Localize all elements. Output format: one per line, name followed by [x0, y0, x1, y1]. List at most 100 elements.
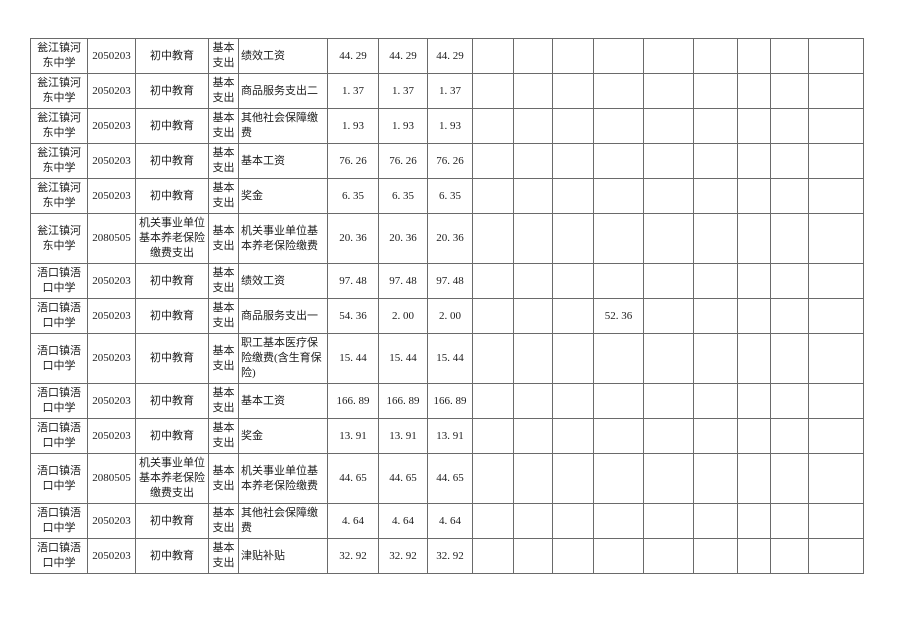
cell-school: 瓮江镇河东中学: [30, 73, 88, 109]
cell-item: 绩效工资: [238, 38, 328, 74]
cell-empty: [643, 333, 694, 384]
cell-empty: [472, 38, 514, 74]
cell-empty: [808, 263, 864, 299]
cell-amount: 166. 89: [427, 383, 473, 419]
cell-empty: [737, 503, 771, 539]
cell-empty: [770, 73, 809, 109]
cell-empty: [693, 143, 738, 179]
cell-empty: [808, 503, 864, 539]
cell-empty: [693, 298, 738, 334]
cell-empty: [552, 333, 594, 384]
cell-item: 商品服务支出一: [238, 298, 328, 334]
cell-amount: 44. 29: [327, 38, 379, 74]
cell-budget-type: 基本支出: [208, 503, 239, 539]
cell-empty: [552, 298, 594, 334]
cell-empty: [472, 538, 514, 574]
cell-empty: [643, 38, 694, 74]
cell-empty: [808, 418, 864, 454]
cell-empty: [472, 213, 514, 264]
cell-empty: [472, 298, 514, 334]
cell-empty: [808, 453, 864, 504]
cell-function-code: 2050203: [87, 538, 136, 574]
cell-amount: 32. 92: [378, 538, 428, 574]
cell-empty: [737, 453, 771, 504]
cell-function-code: 2080505: [87, 213, 136, 264]
cell-amount: 4. 64: [378, 503, 428, 539]
cell-empty: [643, 143, 694, 179]
cell-school: 浯口镇浯口中学: [30, 503, 88, 539]
table-row: 瓮江镇河东中学 2050203 初中教育 基本支出 其他社会保障缴费 1. 93 1. 93…: [30, 108, 864, 144]
cell-function-category: 初中教育: [135, 263, 209, 299]
cell-school: 浯口镇浯口中学: [30, 263, 88, 299]
cell-amount: 20. 36: [427, 213, 473, 264]
cell-empty: [737, 538, 771, 574]
cell-empty: [552, 38, 594, 74]
cell-empty: [693, 108, 738, 144]
cell-amount: 4. 64: [427, 503, 473, 539]
cell-amount-col12: [593, 538, 644, 574]
cell-amount-col12: [593, 453, 644, 504]
cell-amount: 97. 48: [327, 263, 379, 299]
table-row: 浯口镇浯口中学 2050203 初中教育 基本支出 津贴补贴 32. 92 32. 92 32…: [30, 538, 864, 574]
cell-empty: [643, 383, 694, 419]
cell-empty: [770, 503, 809, 539]
cell-item: 其他社会保障缴费: [238, 108, 328, 144]
cell-item: 绩效工资: [238, 263, 328, 299]
cell-item: 其他社会保障缴费: [238, 503, 328, 539]
cell-amount: 166. 89: [378, 383, 428, 419]
cell-empty: [693, 453, 738, 504]
cell-empty: [737, 38, 771, 74]
cell-amount: 15. 44: [327, 333, 379, 384]
cell-empty: [770, 143, 809, 179]
cell-empty: [693, 213, 738, 264]
cell-amount-col12: [593, 143, 644, 179]
cell-amount: 44. 29: [427, 38, 473, 74]
table-row: 瓮江镇河东中学 2050203 初中教育 基本支出 基本工资 76. 26 76. 26 76…: [30, 143, 864, 179]
cell-empty: [737, 108, 771, 144]
cell-empty: [643, 73, 694, 109]
cell-school: 浯口镇浯口中学: [30, 383, 88, 419]
table-row: 浯口镇浯口中学 2050203 初中教育 基本支出 基本工资 166. 89 166. 89…: [30, 383, 864, 419]
cell-empty: [693, 383, 738, 419]
cell-empty: [552, 178, 594, 214]
cell-empty: [552, 418, 594, 454]
cell-amount: 44. 29: [378, 38, 428, 74]
cell-function-code: 2050203: [87, 263, 136, 299]
cell-function-category: 初中教育: [135, 298, 209, 334]
table-row: 瓮江镇河东中学 2050203 初中教育 基本支出 商品服务支出二 1. 37 1. 37 1…: [30, 73, 864, 109]
table-row: 浯口镇浯口中学 2050203 初中教育 基本支出 商品服务支出一 54. 36 2. 00…: [30, 298, 864, 334]
cell-budget-type: 基本支出: [208, 418, 239, 454]
cell-empty: [737, 383, 771, 419]
cell-empty: [513, 108, 553, 144]
cell-function-code: 2050203: [87, 418, 136, 454]
cell-amount: 76. 26: [378, 143, 428, 179]
cell-school: 浯口镇浯口中学: [30, 418, 88, 454]
cell-empty: [552, 263, 594, 299]
cell-amount-col12: [593, 503, 644, 539]
cell-amount: 20. 36: [327, 213, 379, 264]
cell-school: 瓮江镇河东中学: [30, 213, 88, 264]
cell-empty: [808, 143, 864, 179]
table-row: 浯口镇浯口中学 2050203 初中教育 基本支出 其他社会保障缴费 4. 64 4. 64…: [30, 503, 864, 539]
cell-empty: [643, 538, 694, 574]
cell-amount: 20. 36: [378, 213, 428, 264]
cell-amount: 44. 65: [327, 453, 379, 504]
cell-function-code: 2050203: [87, 333, 136, 384]
cell-item: 机关事业单位基本养老保险缴费: [238, 453, 328, 504]
cell-empty: [737, 213, 771, 264]
cell-empty: [770, 538, 809, 574]
cell-amount: 1. 37: [427, 73, 473, 109]
cell-budget-type: 基本支出: [208, 298, 239, 334]
cell-amount-col12: 52. 36: [593, 298, 644, 334]
cell-function-category: 初中教育: [135, 178, 209, 214]
cell-empty: [472, 453, 514, 504]
cell-budget-type: 基本支出: [208, 178, 239, 214]
cell-function-code: 2050203: [87, 298, 136, 334]
cell-empty: [808, 178, 864, 214]
cell-amount-col12: [593, 383, 644, 419]
cell-empty: [552, 538, 594, 574]
cell-amount: 2. 00: [427, 298, 473, 334]
cell-empty: [552, 213, 594, 264]
cell-budget-type: 基本支出: [208, 143, 239, 179]
